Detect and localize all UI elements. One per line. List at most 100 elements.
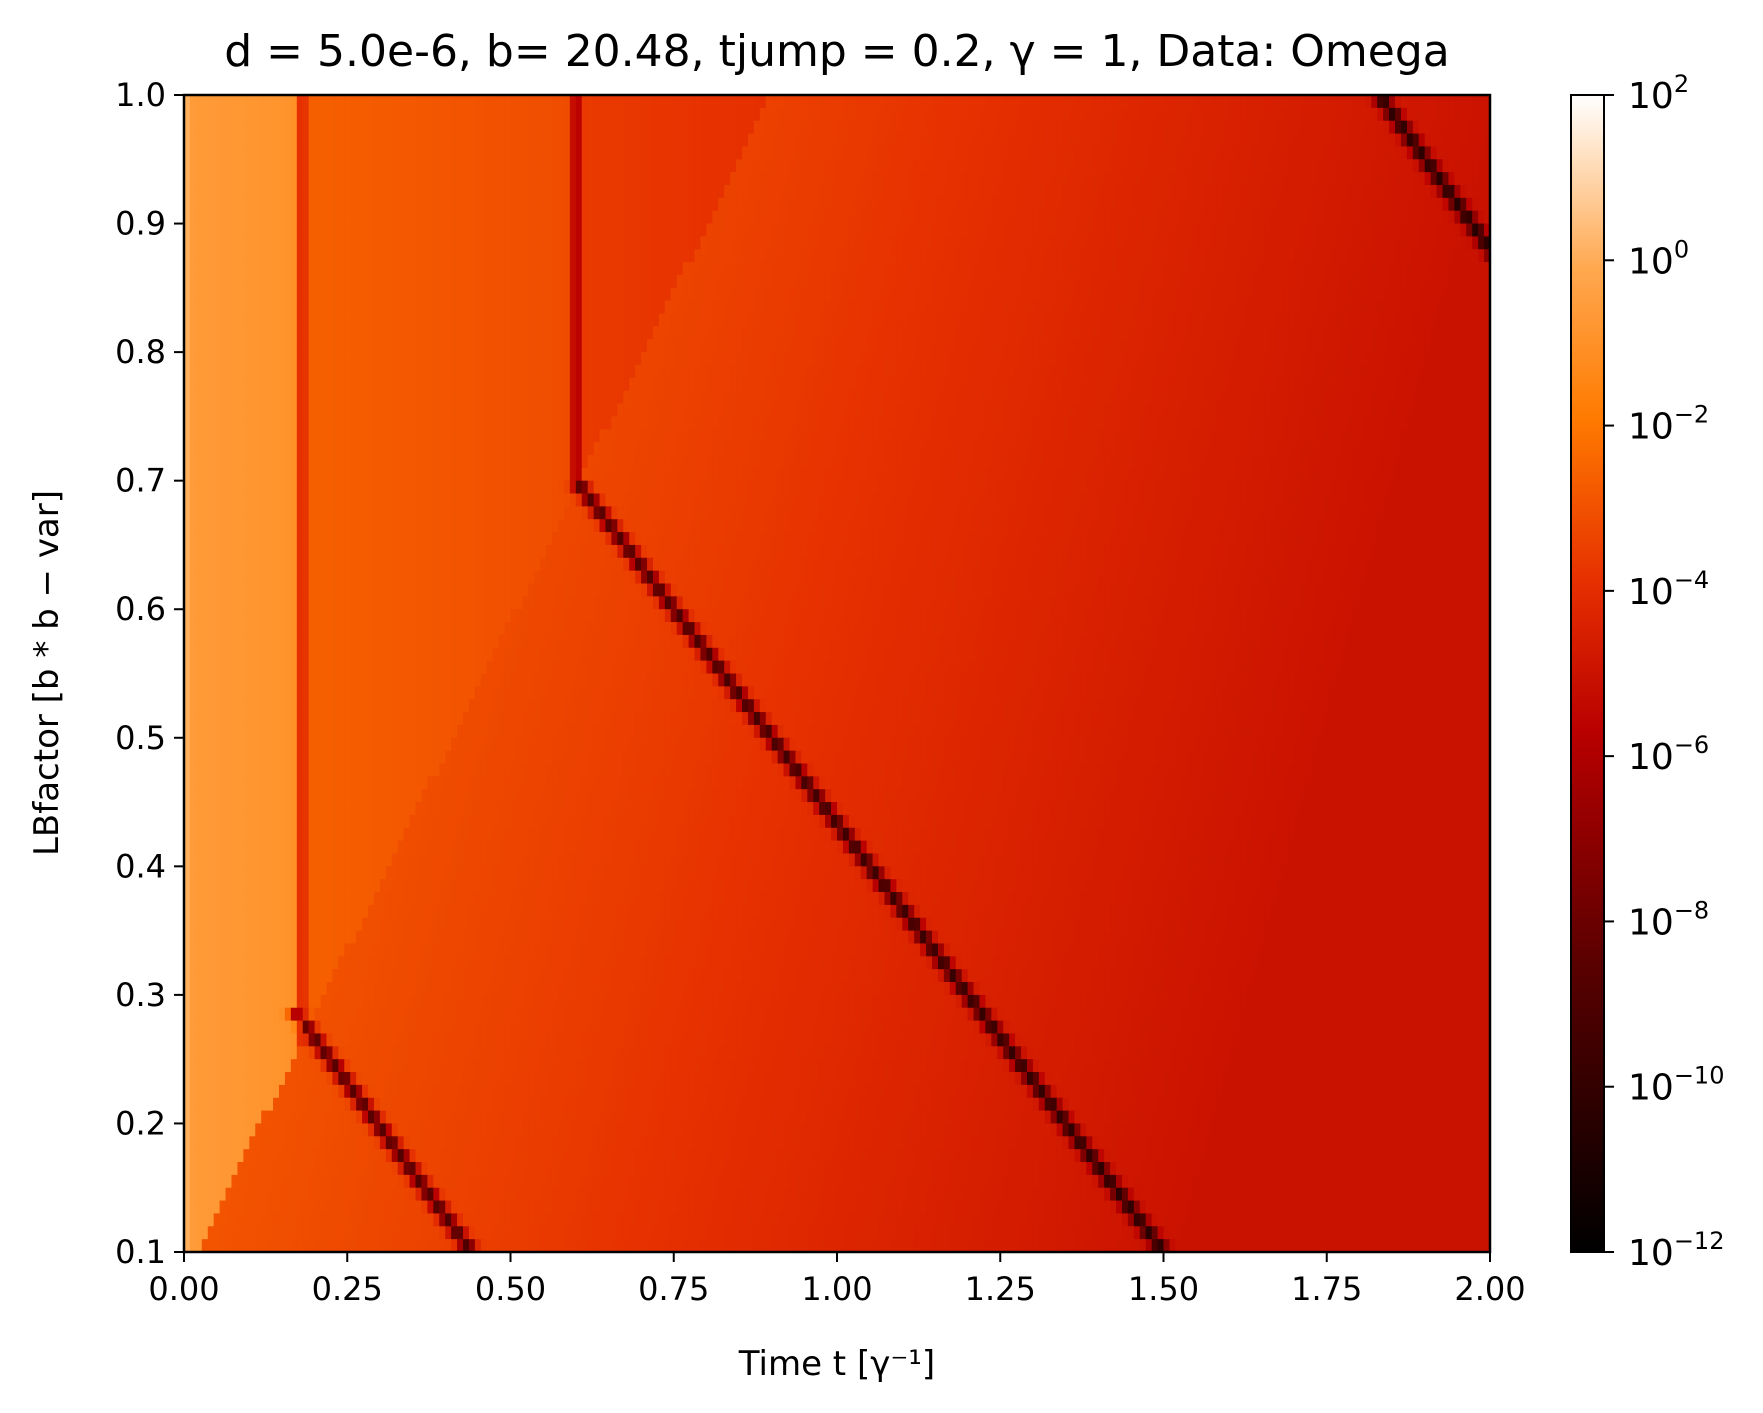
heat-cell (1169, 364, 1176, 379)
heat-cell (991, 313, 998, 327)
heat-cell (219, 95, 227, 109)
heat-cell (623, 223, 630, 238)
heat-cell (552, 95, 559, 109)
heat-cell (1270, 107, 1277, 122)
heat-cell (1406, 313, 1414, 327)
heat-cell (552, 210, 559, 225)
heat-cell (1003, 300, 1010, 315)
heat-cell (961, 197, 969, 212)
heat-cell (237, 377, 244, 392)
heat-cell (1341, 197, 1349, 212)
heat-cell (831, 133, 838, 148)
heat-cell (1080, 120, 1087, 135)
heat-cell (237, 249, 244, 263)
heat-cell (1246, 159, 1254, 173)
heat-cell (611, 313, 618, 327)
heat-cell (872, 249, 880, 263)
heat-cell (504, 377, 512, 392)
heat-cell (1110, 107, 1117, 122)
heat-cell (623, 352, 630, 366)
heat-cell (1228, 274, 1236, 289)
heat-cell (842, 249, 850, 263)
heat-cell (1484, 313, 1490, 327)
heat-cell (759, 249, 767, 263)
heat-cell (706, 352, 713, 366)
heat-cell (1068, 107, 1076, 122)
heat-cell (860, 133, 868, 148)
heat-cell (1187, 107, 1194, 122)
heat-cell (581, 107, 589, 122)
heat-cell (1074, 120, 1081, 135)
heat-cell (753, 107, 761, 122)
heat-cell (747, 223, 755, 238)
heat-cell (1193, 287, 1200, 302)
heat-cell (1193, 210, 1200, 225)
heat-cell (284, 364, 292, 379)
heat-cell (1121, 223, 1129, 238)
heat-cell (385, 364, 393, 379)
heat-cell (433, 300, 440, 315)
heat-cell (540, 120, 547, 135)
heat-cell (664, 352, 672, 366)
heat-cell (694, 95, 702, 109)
heat-cell (777, 300, 785, 315)
heat-cell (1092, 184, 1099, 199)
heat-cell (1478, 287, 1485, 302)
heat-cell (771, 133, 779, 148)
heat-cell (445, 197, 452, 212)
heat-cell (670, 352, 678, 366)
heat-cell (403, 352, 411, 366)
heat-cell (373, 95, 381, 109)
heat-cell (516, 120, 523, 135)
heat-cell (1145, 107, 1153, 122)
heat-cell (498, 326, 506, 340)
heat-cell (1317, 172, 1325, 186)
heat-cell (1163, 184, 1171, 199)
heat-cell (1169, 352, 1176, 366)
heat-cell (540, 184, 547, 199)
heat-cell (433, 339, 440, 353)
heat-cell (1300, 262, 1307, 276)
heat-cell (522, 133, 529, 148)
heat-cell (854, 274, 862, 289)
heat-cell (1133, 95, 1141, 109)
heat-cell (1193, 107, 1200, 122)
heat-cell (397, 326, 405, 340)
heat-cell (373, 300, 381, 315)
heat-cell (1264, 223, 1271, 238)
heat-cell (1466, 95, 1473, 109)
heat-cell (1068, 287, 1076, 302)
heat-cell (1442, 184, 1450, 199)
heat-cell (1412, 197, 1420, 212)
heat-cell (694, 326, 702, 340)
heat-cell (605, 339, 613, 353)
heat-cell (557, 146, 565, 160)
heat-cell (409, 197, 417, 212)
heat-cell (878, 236, 886, 250)
heat-cell (314, 313, 322, 327)
heat-cell (789, 236, 797, 250)
heat-cell (1258, 300, 1266, 315)
heat-cell (1270, 223, 1277, 238)
heat-cell (1210, 95, 1218, 109)
heat-cell (742, 249, 749, 263)
heat-cell (961, 95, 969, 109)
heat-cell (1026, 364, 1034, 379)
heat-cell (587, 184, 595, 199)
heat-cell (1157, 95, 1165, 109)
heat-cell (362, 352, 369, 366)
heat-cell (1323, 184, 1331, 199)
heat-cell (973, 159, 981, 173)
heat-cell (457, 287, 464, 302)
heat-cell (789, 249, 797, 263)
heat-cell (652, 300, 660, 315)
heat-cell (997, 197, 1004, 212)
heat-cell (1121, 300, 1129, 315)
heat-cell (813, 313, 820, 327)
heat-cell (1139, 313, 1147, 327)
heat-cell (338, 223, 345, 238)
heat-cell (1104, 120, 1111, 135)
heat-cell (1133, 210, 1141, 225)
heat-cell (195, 146, 203, 160)
heat-cell (1098, 120, 1105, 135)
